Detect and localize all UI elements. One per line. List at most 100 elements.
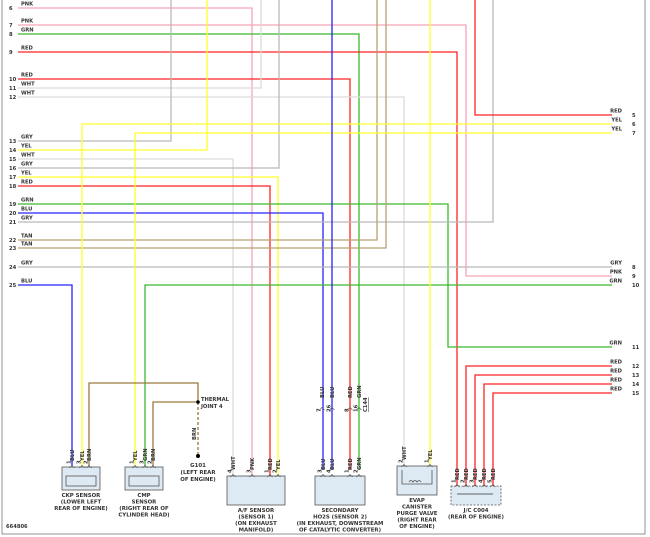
wire-right-5 [474,0,612,116]
thermal-joint-label: JOINT 4 [200,404,223,410]
right-wire-color-label: GRY [610,261,622,267]
left-wire-color-label: GRY [21,261,33,267]
pin-number: 5 [488,479,494,483]
pin-wire-color-label: BLU [70,450,76,461]
pin-wire-color-label: BLU [330,459,336,470]
component-label: CYLINDER HEAD) [118,513,169,519]
wire-right-13 [474,374,612,486]
pin-wire-color-label: BLU [321,459,327,470]
connector-terminal-icon [347,474,353,478]
connector-terminal-icon [401,464,407,468]
connector-terminal-icon [490,484,496,488]
wire-right-6 [81,123,612,466]
left-pin-number: 11 [9,86,17,92]
ground-icon [196,454,200,458]
component-label: A/F SENSOR [238,508,275,514]
connector-terminal-icon [69,465,75,469]
wire-left-8 [18,33,360,470]
left-pin-number: 19 [9,202,17,208]
connector-terminal-icon [267,474,273,478]
left-wire-color-label: PNK [21,2,34,8]
thermal-joint-splice-icon [196,400,200,404]
connector-terminal-icon [481,484,487,488]
wire-brn-ckp [88,382,199,466]
pin-wire-color-label: RED [473,467,479,480]
connector-body [124,466,164,491]
pin-wire-color-label: YEL [80,450,86,462]
right-wire-color-label: RED [610,387,623,393]
component-label: OF ENGINE) [399,524,434,530]
left-pin-number: 7 [9,23,13,29]
pin-wire-color-label: RED [348,457,354,470]
component-label: (REAR OF ENGINE) [448,515,504,521]
right-pin-number: 8 [632,265,636,271]
left-pin-number: 13 [9,139,17,145]
inline-wire-color-label: BLU [320,387,326,398]
pin-wire-color-label: YEL [428,449,434,461]
left-wire-color-label: WHT [21,82,35,88]
pin-number: 1 [345,469,351,473]
left-wire-color-label: BLU [21,279,32,285]
left-wire-color-label: RED [21,180,34,186]
left-wire-color-label: GRN [21,198,34,204]
component-label: CMP [137,493,150,499]
right-wire-color-label: GRN [609,341,622,347]
component-label: REAR OF ENGINE) [54,506,107,512]
solenoid-icon [401,470,433,485]
component-label: (SENSOR 1) [238,515,273,521]
component-label: J/C C004 [462,508,488,514]
left-pin-number: 21 [9,220,17,226]
pin-number: 3 [140,460,146,464]
left-pin-number: 20 [9,211,17,217]
component-label: MANIFOLD) [239,528,274,534]
component-label: (IN EXHAUST, DOWNSTREAM [297,521,384,527]
pin-wire-color-label: YEL [133,450,139,462]
left-pin-number: 10 [9,77,17,83]
pin-wire-color-label: WHT [402,446,408,460]
inline-pin-number: 26 [327,404,333,412]
wire-left-17 [18,176,279,476]
wire-left-23 [18,0,387,249]
wire-left-12 [18,96,405,466]
pin-number: 2 [84,460,90,464]
left-wire-color-label: WHT [21,153,35,159]
sensor-element-icon [128,475,160,487]
pin-number: 3 [247,469,253,473]
component-label: (LOWER LEFT [61,500,102,506]
diagram-id: 664806 [6,524,28,530]
wire-brn-cmp [152,401,198,466]
wire-left-22 [18,0,378,241]
connector-terminal-icon [329,474,335,478]
left-pin-number: 8 [9,32,13,38]
left-pin-number: 6 [9,6,13,12]
connector-body [450,485,502,506]
right-wire-color-label: YEL [610,127,622,133]
connector-terminal-icon [454,484,460,488]
sensor-element-icon [65,475,97,487]
left-wire-color-label: GRY [21,135,33,141]
right-wire-color-label: PNK [610,270,623,276]
left-wire-color-label: GRN [21,28,34,34]
left-pin-number: 12 [9,95,17,101]
ground-name: G101 [190,463,206,469]
thermal-joint-label: THERMAL [201,397,230,403]
pin-wire-color-label: GRN [143,448,149,461]
wire-left-16 [18,0,280,169]
wire-left-21 [18,0,494,223]
wire-right-14 [483,383,612,486]
right-pin-number: 6 [632,122,636,128]
pin-number: 1 [130,460,136,464]
pin-number: 1 [265,469,271,473]
component-label: HO2S (SENSOR 2) [313,515,367,521]
wire-left-9 [18,51,458,486]
connector-terminal-icon [463,484,469,488]
right-pin-number: 11 [632,345,640,351]
left-pin-number: 14 [9,148,17,154]
connector-body [226,475,286,506]
pin-number: 4 [228,469,234,473]
connector-terminal-icon [329,407,335,411]
inline-wire-color-label: GRN [357,385,363,398]
ground-location: OF ENGINE) [180,477,215,483]
wire-left-11 [18,0,262,89]
